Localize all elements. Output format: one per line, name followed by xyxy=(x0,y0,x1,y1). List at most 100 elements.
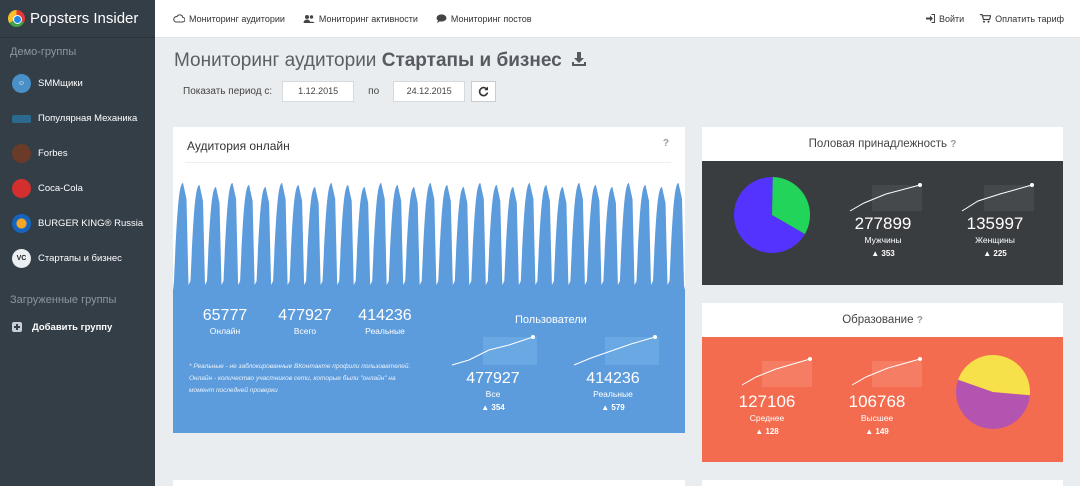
pm-avatar-icon xyxy=(12,114,31,123)
logo-icon xyxy=(8,10,25,27)
audience-online-card: Аудитория онлайн ? 65777 Онлайн 477927 В… xyxy=(173,127,685,433)
download-icon[interactable] xyxy=(571,51,587,67)
comment-icon xyxy=(436,14,447,23)
pie-slice-female xyxy=(772,177,810,234)
sparkline-line xyxy=(451,336,534,366)
cart-icon xyxy=(980,14,992,23)
sparkline-endpoint xyxy=(531,335,535,339)
sidebar-item-label: Coca-Cola xyxy=(38,183,83,194)
date-to-input[interactable] xyxy=(393,80,466,102)
burgerking-avatar-icon xyxy=(12,214,31,233)
male-stat: 277899 Мужчины ▲ 353 xyxy=(848,214,918,258)
nav-audience-monitoring[interactable]: Мониторинг аудитории xyxy=(173,14,285,24)
sparkline-background xyxy=(605,337,659,365)
sparkline-line xyxy=(961,184,1033,212)
male-sparkline xyxy=(849,183,922,212)
female-stat: 135997 Женщины ▲ 225 xyxy=(960,214,1030,258)
higher-sparkline xyxy=(851,357,922,387)
stat-value: 414236 xyxy=(586,370,640,387)
help-icon[interactable]: ? xyxy=(950,139,957,150)
stat-value: 127106 xyxy=(738,392,796,411)
sparkline-endpoint xyxy=(1030,183,1034,187)
nav-activity-monitoring[interactable]: Мониторинг активности xyxy=(303,14,418,24)
login-label: Войти xyxy=(938,13,965,24)
stat-value: 106768 xyxy=(848,392,906,411)
uploaded-groups-heading: Загруженные группы xyxy=(10,294,117,306)
audience-stats-panel: 65777 Онлайн 477927 Всего 414236 Реальны… xyxy=(173,289,685,433)
divider xyxy=(185,162,671,163)
add-group-button[interactable]: Добавить группу xyxy=(0,314,155,340)
sparkline-background xyxy=(762,361,812,387)
delta-value: 579 xyxy=(611,403,625,412)
stat-delta: ▲ 579 xyxy=(601,403,625,412)
stat-label: Всего xyxy=(293,326,317,336)
page-title: Мониторинг аудитории Стартапы и бизнес xyxy=(174,50,587,72)
stat-label: Онлайн xyxy=(209,326,241,336)
stat-delta: ▲ 354 xyxy=(481,403,505,412)
sparkline-endpoint xyxy=(918,183,922,187)
sidebar-item-cocacola[interactable]: Coca-Cola xyxy=(0,171,155,206)
login-link[interactable]: Войти xyxy=(925,13,965,24)
education-pie-chart xyxy=(956,355,1030,429)
users-all-stat: 477927 Все ▲ 354 xyxy=(457,370,529,412)
total-stat: 477927 Всего xyxy=(273,307,337,336)
sparkline-background xyxy=(984,185,1034,211)
sign-in-icon xyxy=(925,14,935,23)
delta-value: 225 xyxy=(993,249,1007,258)
pie-slice-higher xyxy=(958,355,1030,396)
stat-label: Высшее xyxy=(860,413,894,423)
sidebar-item-burgerking[interactable]: BURGER KING® Russia xyxy=(0,206,155,241)
sparkline-background xyxy=(872,185,922,211)
period-to-label: по xyxy=(368,85,380,97)
period-label: Показать период с: xyxy=(183,85,273,97)
period-selector: Показать период с: по xyxy=(183,80,497,102)
pie-slice-secondary xyxy=(956,379,1030,429)
sparkline-background xyxy=(872,361,922,387)
stat-value: 135997 xyxy=(966,214,1024,233)
demo-groups-heading: Демо-группы xyxy=(10,46,77,58)
stat-label: Все xyxy=(485,389,501,399)
help-icon[interactable]: ? xyxy=(662,138,669,149)
pay-label: Оплатить тариф xyxy=(995,13,1064,24)
nav-posts-monitoring[interactable]: Мониторинг постов xyxy=(436,14,532,24)
definitions-note: * Реальные - не заблокированные ВКонтакт… xyxy=(189,363,411,394)
sparkline-endpoint xyxy=(808,357,812,361)
stat-label: Среднее xyxy=(749,413,785,423)
online-wave-area xyxy=(173,183,685,291)
card-title: Половая принадлежность ? xyxy=(702,138,1063,150)
users-all-sparkline xyxy=(451,335,537,366)
refresh-button[interactable] xyxy=(471,80,497,102)
date-from-input[interactable] xyxy=(282,80,355,102)
forbes-avatar-icon xyxy=(12,144,31,163)
stat-value: 477927 xyxy=(466,370,520,387)
sidebar-item-label: Стартапы и бизнес xyxy=(38,253,122,264)
delta-value: 353 xyxy=(881,249,895,258)
pay-plan-link[interactable]: Оплатить тариф xyxy=(980,14,1064,24)
cloud-icon xyxy=(173,14,185,23)
card-title-text: Половая принадлежность xyxy=(808,138,948,150)
gender-card: Половая принадлежность ? 277899 Мужчины … xyxy=(702,127,1063,285)
education-card: Образование ? 127106 Среднее ▲ 128 10676… xyxy=(702,303,1063,462)
online-stat: 65777 Онлайн xyxy=(195,307,255,336)
stat-value: 477927 xyxy=(278,307,332,324)
sidebar: Popsters Insider Демо-группы ☺ SMMщики П… xyxy=(0,0,155,486)
stat-delta: ▲ 353 xyxy=(871,249,895,258)
sidebar-item-startups[interactable]: VC Стартапы и бизнес xyxy=(0,241,155,276)
card-title: Аудитория онлайн xyxy=(187,139,290,153)
pie-slice-male xyxy=(734,177,805,253)
sidebar-item-popular-mechanics[interactable]: Популярная Механика xyxy=(0,101,155,136)
sidebar-item-forbes[interactable]: Forbes xyxy=(0,136,155,171)
nav-label: Мониторинг аудитории xyxy=(189,13,285,24)
real-stat: 414236 Реальные xyxy=(353,307,417,336)
card-title-text: Образование xyxy=(842,314,914,326)
delta-value: 149 xyxy=(875,427,889,436)
cocacola-avatar-icon xyxy=(12,179,31,198)
higher-stat: 106768 Высшее ▲ 149 xyxy=(842,392,912,436)
brand[interactable]: Popsters Insider xyxy=(0,0,155,38)
secondary-stat: 127106 Среднее ▲ 128 xyxy=(732,392,802,436)
sidebar-item-smm[interactable]: ☺ SMMщики xyxy=(0,66,155,101)
smm-avatar-icon: ☺ xyxy=(12,74,31,93)
refresh-icon xyxy=(478,86,489,96)
title-group: Стартапы и бизнес xyxy=(381,50,562,71)
help-icon[interactable]: ? xyxy=(916,315,923,326)
